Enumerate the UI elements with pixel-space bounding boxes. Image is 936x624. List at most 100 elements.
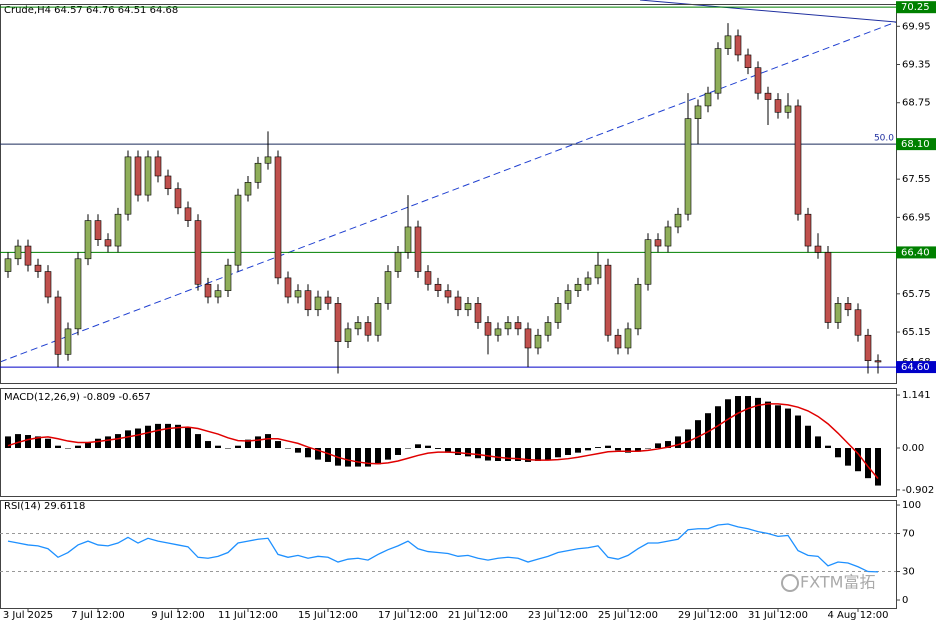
panel-title: MACD(12,26,9) -0.809 -0.657 bbox=[4, 392, 151, 403]
histogram-bar bbox=[845, 448, 851, 466]
panel-frame bbox=[0, 388, 897, 497]
candle-body bbox=[64, 328, 72, 355]
candle-body bbox=[554, 303, 562, 323]
candle-body bbox=[254, 162, 262, 183]
histogram-bar bbox=[795, 415, 801, 449]
candle-body bbox=[424, 271, 432, 285]
level-label: 66.40 bbox=[901, 247, 930, 258]
candle-body bbox=[84, 220, 92, 260]
candle-body bbox=[734, 35, 742, 56]
candle-body bbox=[684, 118, 692, 215]
candle-body bbox=[184, 207, 192, 221]
chart-title: Crude,H4 64.57 64.76 64.51 64.68 bbox=[4, 5, 178, 16]
candle-body bbox=[294, 290, 302, 298]
y-tick-label: 69.95 bbox=[902, 21, 931, 32]
candle-body bbox=[824, 252, 832, 323]
histogram-bar bbox=[45, 438, 51, 449]
level-label-box bbox=[896, 138, 936, 151]
histogram-bar bbox=[155, 423, 161, 449]
level-label-box bbox=[896, 246, 936, 259]
candle-body bbox=[224, 264, 232, 291]
histogram-bar bbox=[875, 448, 881, 486]
histogram-bar bbox=[745, 396, 751, 449]
candle-body bbox=[74, 258, 82, 330]
candle-body bbox=[134, 156, 142, 196]
x-tick-label: 21 Jul 12:00 bbox=[448, 610, 508, 621]
histogram-bar bbox=[675, 436, 681, 449]
candle-body bbox=[404, 226, 412, 253]
candle-body bbox=[354, 322, 362, 330]
candle-body bbox=[284, 277, 292, 298]
histogram-bar bbox=[525, 448, 531, 462]
y-tick-label: 66.95 bbox=[902, 212, 931, 223]
candle-body bbox=[754, 67, 762, 94]
histogram-bar bbox=[565, 448, 571, 455]
histogram-bar bbox=[645, 448, 651, 449]
panel-title: RSI(14) 29.6118 bbox=[4, 501, 85, 512]
histogram-bar bbox=[695, 420, 701, 449]
x-tick-label: 11 Jul 12:00 bbox=[218, 610, 278, 621]
histogram-bar bbox=[825, 445, 831, 449]
x-tick-label: 29 Jul 12:00 bbox=[678, 610, 738, 621]
candle-body bbox=[594, 264, 602, 279]
histogram-bar bbox=[515, 448, 521, 462]
y-tick-label: 100 bbox=[902, 500, 921, 511]
y-tick-label: 70 bbox=[902, 529, 915, 540]
histogram-bar bbox=[345, 448, 351, 467]
candle-body bbox=[834, 303, 842, 323]
candle-body bbox=[154, 156, 162, 177]
candle-body bbox=[814, 245, 822, 253]
histogram-bar bbox=[355, 448, 361, 467]
candle-body bbox=[634, 283, 642, 330]
candle-body bbox=[804, 213, 812, 247]
histogram-bar bbox=[685, 429, 691, 449]
histogram-bar bbox=[465, 448, 471, 457]
histogram-bar bbox=[295, 448, 301, 453]
candle-body bbox=[124, 156, 132, 215]
candle-body bbox=[94, 220, 102, 240]
candle-body bbox=[314, 296, 322, 311]
histogram-bar bbox=[85, 442, 91, 449]
histogram-bar bbox=[815, 436, 821, 449]
histogram-bar bbox=[205, 441, 211, 449]
histogram-bar bbox=[775, 405, 781, 449]
histogram-bar bbox=[95, 438, 101, 449]
candle-body bbox=[564, 290, 572, 304]
x-tick-label: 25 Jul 12:00 bbox=[598, 610, 658, 621]
histogram-bar bbox=[655, 443, 661, 449]
level-note: 50.0 bbox=[874, 134, 894, 144]
histogram-bar bbox=[195, 434, 201, 449]
candle-body bbox=[114, 213, 122, 247]
panel-frame bbox=[0, 500, 897, 609]
histogram-bar bbox=[65, 448, 71, 449]
histogram-bar bbox=[225, 448, 231, 449]
level-label-box bbox=[896, 1, 936, 14]
histogram-bar bbox=[435, 448, 441, 449]
candle-body bbox=[104, 239, 112, 247]
candle-body bbox=[24, 245, 32, 266]
candle-body bbox=[644, 239, 652, 285]
histogram-bar bbox=[105, 436, 111, 449]
candle-body bbox=[454, 296, 462, 311]
histogram-bar bbox=[5, 436, 11, 449]
histogram-bar bbox=[325, 448, 331, 462]
y-tick-label: -0.902 bbox=[902, 485, 934, 496]
candle-body bbox=[54, 296, 62, 355]
candle-body bbox=[764, 92, 772, 100]
histogram-bar bbox=[755, 397, 761, 449]
y-tick-label: 67.55 bbox=[902, 174, 931, 185]
histogram-bar bbox=[305, 448, 311, 458]
histogram-bar bbox=[285, 448, 291, 449]
candle-body bbox=[704, 92, 712, 107]
x-tick-label: 15 Jul 12:00 bbox=[298, 610, 358, 621]
histogram-bar bbox=[245, 439, 251, 449]
candle-body bbox=[324, 296, 332, 304]
histogram-bar bbox=[255, 436, 261, 449]
signal-line bbox=[7, 403, 879, 479]
histogram-bar bbox=[505, 448, 511, 462]
x-tick-label: 4 Aug 12:00 bbox=[827, 610, 888, 621]
candle-body bbox=[584, 277, 592, 285]
histogram-bar bbox=[25, 435, 31, 449]
candle-body bbox=[144, 156, 152, 196]
